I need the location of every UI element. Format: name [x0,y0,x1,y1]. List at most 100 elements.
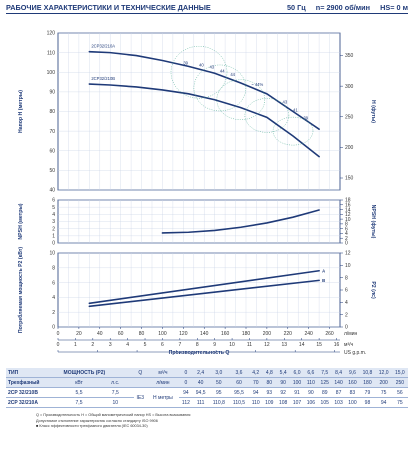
y-tick-label: 90 [49,90,55,96]
h-cell: 111 [192,397,209,408]
y-tick-label: 110 [47,50,55,56]
x-tick-label: 2 [91,342,94,348]
y-right-tick-label: 10 [345,263,351,269]
y-right-axis-label: NPSH (футы) [370,205,377,239]
h-cell: 106 [303,397,318,408]
y-right-axis-label: H (футы) [370,100,377,123]
table-row: ТИП МОЩНОСТЬ (P2) Q м³/ч 0 2,4 3,0 3,6 4… [6,368,408,378]
x-unit-label: м³/ч [344,342,353,348]
q-cell: 0 [179,368,193,378]
h-cell: 100 [345,397,360,408]
q-cell: 80 [262,377,277,388]
x-tick-label: 40 [97,331,103,337]
efficiency-label: 41 [293,108,298,113]
h-cell: 83 [345,387,360,398]
series-label: 2CP32/210B [91,76,115,81]
y-tick-label: 70 [49,129,55,135]
q-cell: 200 [375,377,392,388]
x-tick-label: 10 [229,342,235,348]
row-kw: 5,5 [61,387,97,398]
table-row: 2CP 32/210A 7,5 10 112 111 110,8 110,5 1… [6,397,408,408]
row-kw: 7,5 [61,397,97,408]
y-tick-label: 2 [52,310,55,316]
q-cell: 70 [249,377,263,388]
y-tick-label: 5 [52,205,55,211]
q-cell: 100 [290,377,304,388]
series-label: 2CP32/210A [91,44,115,49]
series-line-npsh [161,209,320,234]
q-cell: 50 [208,377,229,388]
y-right-tick-label: 16 [345,202,351,208]
x-tick-label: 0 [57,331,60,337]
x-tick-label: 3 [109,342,112,348]
ie-class: IE3 [134,387,147,408]
h-cell: 87 [331,387,346,398]
y-right-tick-label: 0 [345,241,348,247]
h-cell: 94 [179,387,193,398]
efficiency-curve [193,64,247,112]
x-tick-label: 13 [282,342,288,348]
y-right-tick-label: 0 [345,325,348,331]
h-cell: 103 [331,397,346,408]
footnote: ■ Класс эффективности трехфазного двигат… [36,424,148,429]
h-cell: 75 [375,387,392,398]
y-tick-label: 4 [52,295,55,301]
header-title: РАБОЧИЕ ХАРАКТЕРИСТИКИ И ТЕХНИЧЕСКИЕ ДАН… [6,3,211,12]
h-cell: 93 [262,387,277,398]
y-right-tick-label: 6 [345,288,348,294]
header-speed: n= 2900 об/мин [315,3,371,12]
footnote: Q = Производительность H = Общий маномет… [36,413,191,417]
x-tick-label: 200 [263,331,272,337]
y-tick-label: 120 [47,31,56,37]
h-cell: 110,5 [228,397,250,408]
efficiency-label: 40 [199,62,204,67]
y-right-tick-label: 18 [345,198,351,204]
q-cell: 140 [331,377,346,388]
h-cell: 109 [262,397,277,408]
y-tick-label: 1 [52,234,55,240]
row-type: 2CP 32/210B [6,387,62,398]
q-cell: 3,6 [228,368,250,378]
unit-kw: кВт [61,377,97,388]
x-unit-label: US g.p.m. [344,350,366,356]
y-right-axis-label: P2 (лс) [370,281,376,299]
efficiency-label: 43 [283,100,288,105]
q-cell: 4,8 [262,368,277,378]
x-tick-label: 12 [264,342,270,348]
h-cell: 92 [276,387,291,398]
efficiency-curve [244,98,290,133]
x-unit-label: л/мин [344,331,358,337]
y-tick-label: 60 [49,148,55,154]
y-tick-label: 50 [49,168,55,174]
y-tick-label: 4 [52,212,55,218]
y-right-tick-label: 10 [345,217,351,223]
x-axis-label: Производительность Q [169,350,230,356]
q-cell: 90 [276,377,291,388]
y-tick-label: 100 [47,70,56,76]
q-cell: 4,2 [249,368,263,378]
y-axis-label: Напор H (метры) [18,90,24,133]
spec-table: ТИП МОЩНОСТЬ (P2) Q м³/ч 0 2,4 3,0 3,6 4… [6,368,408,408]
footnote: Допустимое отклонение характеристик согл… [36,418,158,423]
y-tick-label: 6 [52,280,55,286]
q-cell: 125 [317,377,332,388]
efficiency-curve [216,79,266,120]
series-line-a [88,269,320,305]
y-tick-label: 8 [52,266,55,272]
q-cell: 180 [359,377,376,388]
x-tick-label: 20 [76,331,82,337]
x-tick-label: 6 [161,342,164,348]
efficiency-label: 39 [303,115,308,120]
y-right-tick-label: 4 [345,300,348,306]
x-tick-label: 160 [221,331,230,337]
efficiency-label: ~ 44% [251,82,263,87]
y-right-tick-label: 6 [345,226,348,232]
q-cell: 3,0 [208,368,229,378]
h-cell: 75 [391,397,408,408]
series-line-2cp32210a [88,50,320,130]
x-tick-label: 120 [179,331,188,337]
q-unit-m3h: м³/ч [146,368,180,378]
y-tick-label: 0 [52,241,55,247]
y-right-tick-label: 8 [345,275,348,281]
h-cell: 56 [391,387,408,398]
